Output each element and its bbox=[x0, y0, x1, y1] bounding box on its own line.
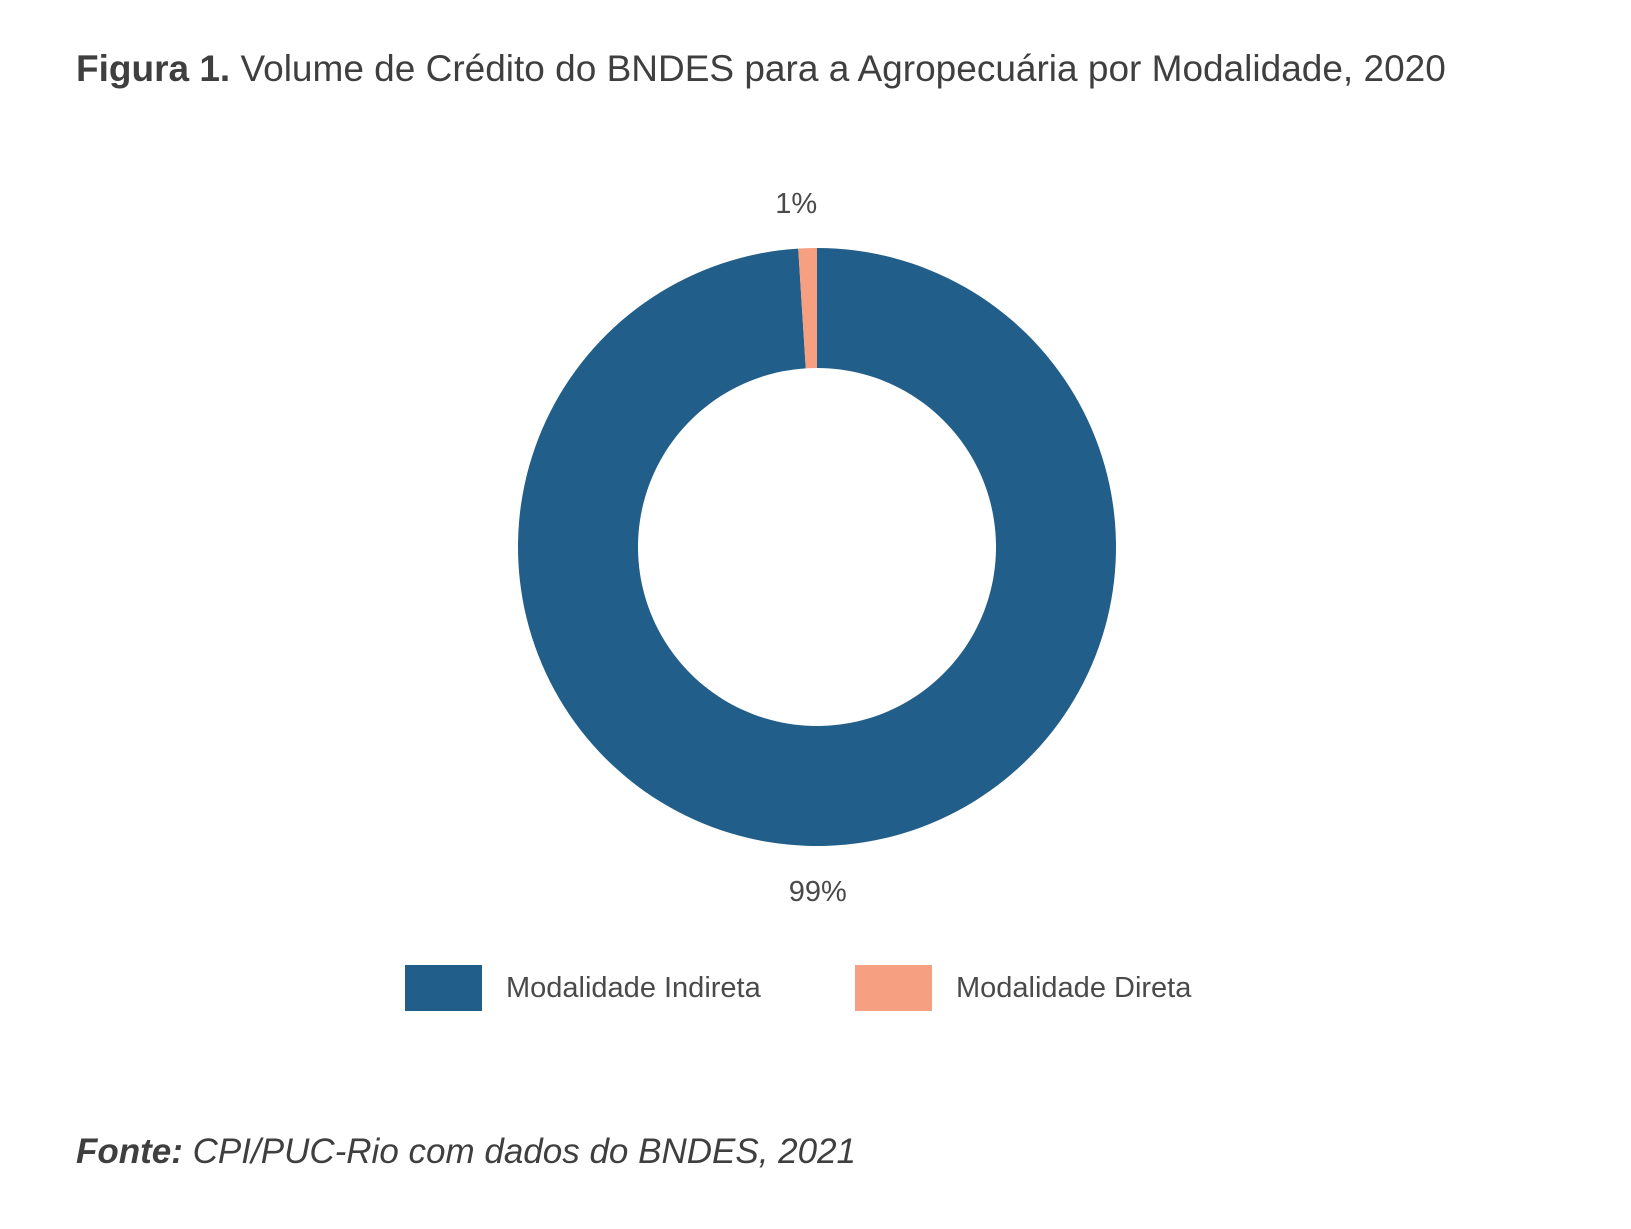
legend: Modalidade Indireta Modalidade Direta bbox=[0, 965, 1631, 1011]
figure-title-text: Volume de Crédito do BNDES para a Agrope… bbox=[240, 48, 1446, 89]
figure-number: Figura 1. bbox=[76, 48, 231, 89]
donut-slice-labels: 99% 1% bbox=[775, 188, 847, 908]
legend-label-indireta: Modalidade Indireta bbox=[506, 971, 761, 1004]
chart-title: Figura 1. Volume de Crédito do BNDES par… bbox=[76, 42, 1446, 96]
legend-swatch-indireta bbox=[405, 965, 482, 1011]
slice-label-modalidade-indireta: 99% bbox=[789, 876, 847, 908]
donut-slice-modalidade-indireta bbox=[518, 248, 1117, 847]
legend-item-direta: Modalidade Direta bbox=[855, 965, 1191, 1011]
source-label: Fonte: bbox=[76, 1132, 183, 1171]
legend-swatch-direta bbox=[855, 965, 932, 1011]
slice-label-modalidade-direta: 1% bbox=[775, 188, 817, 220]
donut-slices bbox=[518, 248, 1117, 847]
donut-slice-modalidade-direta bbox=[798, 248, 817, 369]
source-text: CPI/PUC-Rio com dados do BNDES, 2021 bbox=[192, 1132, 856, 1171]
legend-label-direta: Modalidade Direta bbox=[956, 971, 1192, 1004]
source-note: Fonte: CPI/PUC-Rio com dados do BNDES, 2… bbox=[76, 1132, 856, 1172]
legend-item-indireta: Modalidade Indireta bbox=[405, 965, 761, 1011]
